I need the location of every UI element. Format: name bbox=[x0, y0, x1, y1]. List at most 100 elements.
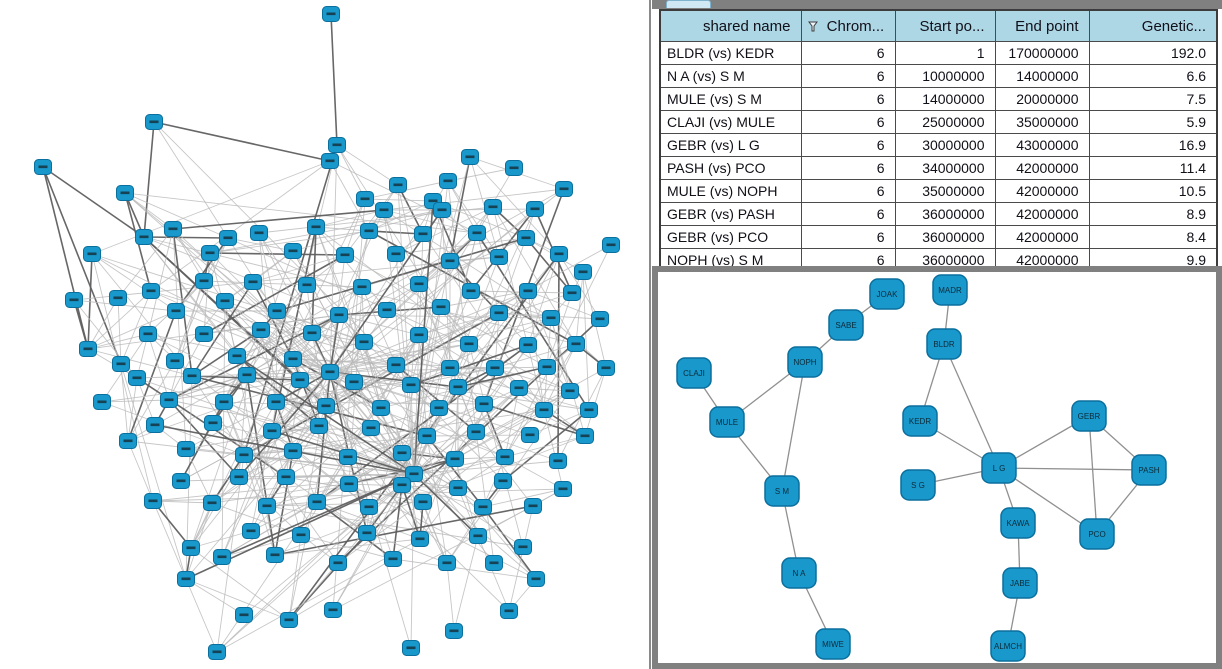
network-node[interactable] bbox=[393, 477, 411, 493]
network-node[interactable] bbox=[576, 428, 594, 444]
network-node[interactable] bbox=[519, 337, 537, 353]
network-node[interactable] bbox=[410, 276, 428, 292]
network-node[interactable] bbox=[580, 402, 598, 418]
panel-divider[interactable] bbox=[649, 0, 651, 669]
network-node[interactable] bbox=[65, 292, 83, 308]
network-node[interactable] bbox=[128, 370, 146, 386]
network-node[interactable] bbox=[336, 247, 354, 263]
network-node[interactable] bbox=[208, 644, 226, 660]
network-node[interactable] bbox=[438, 555, 456, 571]
network-node[interactable] bbox=[355, 334, 373, 350]
network-node[interactable] bbox=[485, 555, 503, 571]
column-header-shared-name[interactable]: shared name bbox=[659, 9, 802, 42]
network-node[interactable] bbox=[266, 547, 284, 563]
filter-icon[interactable] bbox=[807, 21, 818, 32]
network-node[interactable] bbox=[317, 398, 335, 414]
network-node[interactable] bbox=[561, 383, 579, 399]
network-node[interactable] bbox=[460, 336, 478, 352]
network-node[interactable] bbox=[277, 469, 295, 485]
network-node[interactable] bbox=[252, 322, 270, 338]
table-row[interactable]: GEBR (vs) L G 6 30000000 43000000 16.9 bbox=[659, 133, 1218, 157]
network-node[interactable] bbox=[393, 445, 411, 461]
network-node[interactable] bbox=[215, 394, 233, 410]
network-node[interactable] bbox=[468, 225, 486, 241]
network-node[interactable] bbox=[160, 392, 178, 408]
network-node[interactable] bbox=[410, 327, 428, 343]
network-node[interactable] bbox=[235, 447, 253, 463]
network-node[interactable] bbox=[467, 424, 485, 440]
network-node[interactable] bbox=[267, 394, 285, 410]
network-node[interactable] bbox=[119, 433, 137, 449]
network-node[interactable] bbox=[567, 336, 585, 352]
network-node-almch[interactable]: ALMCH bbox=[990, 630, 1026, 662]
network-node[interactable] bbox=[321, 153, 339, 169]
network-node-noph[interactable]: NOPH bbox=[787, 346, 823, 378]
network-node[interactable] bbox=[328, 137, 346, 153]
network-node[interactable] bbox=[490, 249, 508, 265]
network-node[interactable] bbox=[474, 499, 492, 515]
column-header-start-position[interactable]: Start po... bbox=[894, 9, 996, 42]
network-node[interactable] bbox=[330, 307, 348, 323]
network-node[interactable] bbox=[430, 400, 448, 416]
network-node[interactable] bbox=[441, 360, 459, 376]
network-node[interactable] bbox=[360, 223, 378, 239]
table-row[interactable]: CLAJI (vs) MULE 6 25000000 35000000 5.9 bbox=[659, 110, 1218, 134]
network-node[interactable] bbox=[555, 181, 573, 197]
network-node[interactable] bbox=[574, 264, 592, 280]
network-node-n-a[interactable]: N A bbox=[781, 557, 817, 589]
overview-network-panel[interactable] bbox=[0, 0, 648, 669]
network-node[interactable] bbox=[258, 498, 276, 514]
network-node[interactable] bbox=[418, 428, 436, 444]
network-node[interactable] bbox=[268, 303, 286, 319]
network-node[interactable] bbox=[449, 480, 467, 496]
network-node[interactable] bbox=[182, 540, 200, 556]
network-node[interactable] bbox=[362, 420, 380, 436]
network-node-joak[interactable]: JOAK bbox=[869, 278, 905, 310]
network-node-jabe[interactable]: JABE bbox=[1002, 567, 1038, 599]
network-node[interactable] bbox=[83, 246, 101, 262]
network-node[interactable] bbox=[177, 441, 195, 457]
network-node[interactable] bbox=[500, 603, 518, 619]
network-node[interactable] bbox=[164, 221, 182, 237]
network-node[interactable] bbox=[490, 305, 508, 321]
network-node[interactable] bbox=[308, 494, 326, 510]
network-node[interactable] bbox=[597, 360, 615, 376]
network-node-l-g[interactable]: L G bbox=[981, 452, 1017, 484]
network-node[interactable] bbox=[445, 623, 463, 639]
network-node[interactable] bbox=[387, 357, 405, 373]
network-node[interactable] bbox=[538, 359, 556, 375]
network-node[interactable] bbox=[414, 226, 432, 242]
network-node[interactable] bbox=[554, 481, 572, 497]
network-node[interactable] bbox=[389, 177, 407, 193]
table-row[interactable]: PASH (vs) PCO 6 34000000 42000000 11.4 bbox=[659, 156, 1218, 180]
network-node[interactable] bbox=[563, 285, 581, 301]
table-row[interactable]: GEBR (vs) PCO 6 36000000 42000000 8.4 bbox=[659, 225, 1218, 249]
table-row[interactable]: MULE (vs) NOPH 6 35000000 42000000 10.5 bbox=[659, 179, 1218, 203]
network-node[interactable] bbox=[475, 396, 493, 412]
network-node[interactable] bbox=[384, 551, 402, 567]
network-node[interactable] bbox=[411, 531, 429, 547]
network-node[interactable] bbox=[34, 159, 52, 175]
network-node[interactable] bbox=[375, 202, 393, 218]
network-node[interactable] bbox=[284, 443, 302, 459]
network-node[interactable] bbox=[142, 283, 160, 299]
network-node[interactable] bbox=[116, 185, 134, 201]
network-node[interactable] bbox=[112, 356, 130, 372]
network-node[interactable] bbox=[298, 277, 316, 293]
network-node[interactable] bbox=[524, 498, 542, 514]
column-header-end-point[interactable]: End point bbox=[994, 9, 1090, 42]
network-node[interactable] bbox=[216, 293, 234, 309]
network-node[interactable] bbox=[203, 495, 221, 511]
network-node-miwe[interactable]: MIWE bbox=[815, 628, 851, 660]
network-node[interactable] bbox=[145, 114, 163, 130]
network-node[interactable] bbox=[433, 202, 451, 218]
network-node[interactable] bbox=[439, 173, 457, 189]
network-node[interactable] bbox=[484, 199, 502, 215]
network-node-mule[interactable]: MULE bbox=[709, 406, 745, 438]
filtered-network-viewport[interactable]: JOAK SABE NOPH CLAJI MULE S M N A MIWE MADR BLDR K… bbox=[658, 272, 1216, 663]
network-node[interactable] bbox=[372, 400, 390, 416]
network-node[interactable] bbox=[505, 160, 523, 176]
network-node[interactable] bbox=[146, 417, 164, 433]
network-node[interactable] bbox=[280, 612, 298, 628]
table-row[interactable]: GEBR (vs) PASH 6 36000000 42000000 8.9 bbox=[659, 202, 1218, 226]
